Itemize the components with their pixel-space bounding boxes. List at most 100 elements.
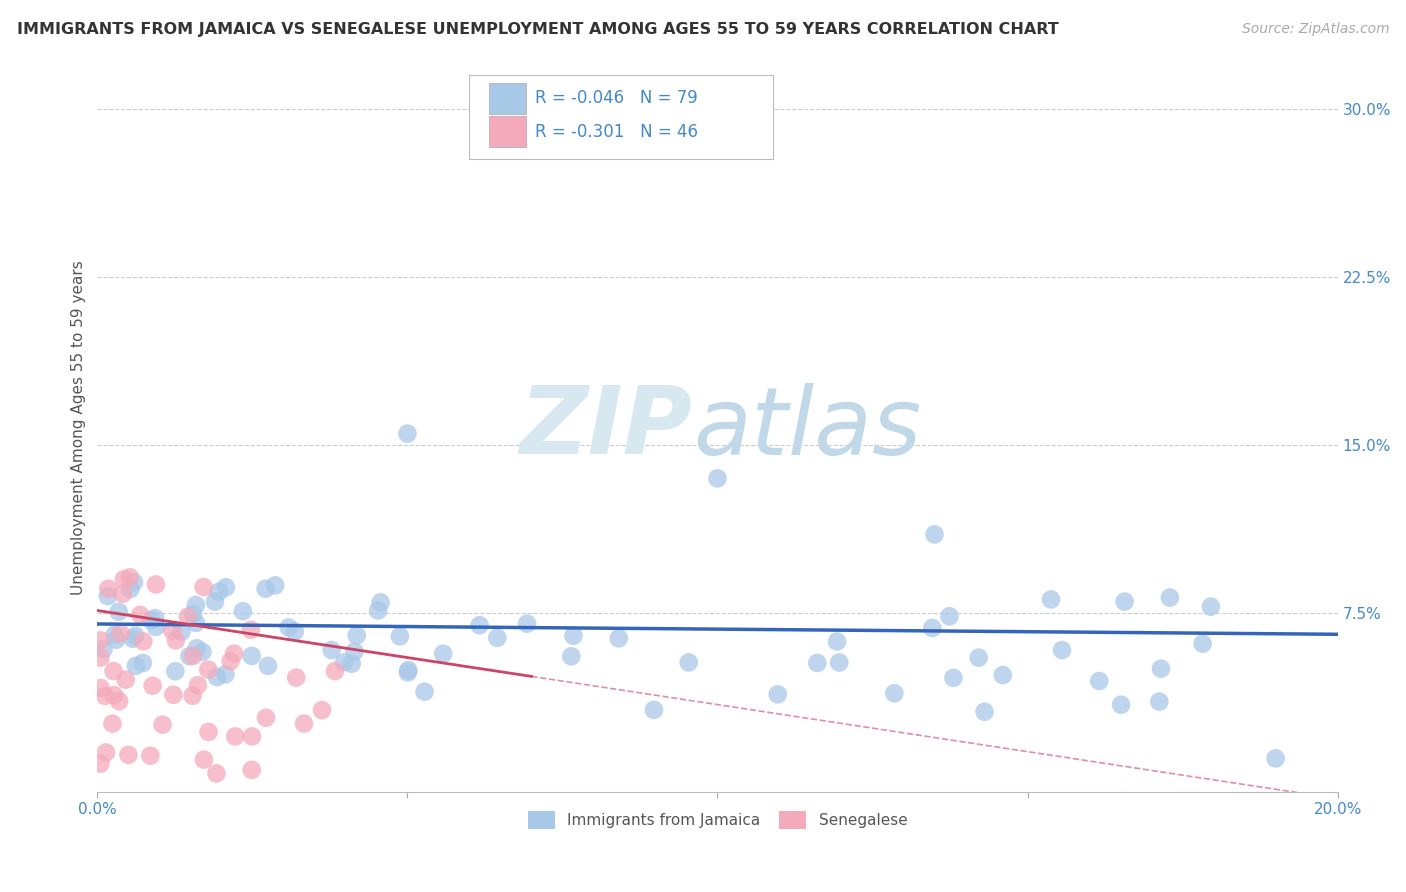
Point — [97, 582, 120, 596]
Point — [111, 587, 134, 601]
Point — [367, 603, 389, 617]
Point — [103, 688, 125, 702]
Point — [240, 648, 263, 663]
Point — [97, 589, 120, 603]
Point — [292, 716, 315, 731]
Point — [396, 665, 419, 680]
Point — [179, 649, 201, 664]
Point — [219, 654, 242, 668]
Point — [184, 615, 207, 630]
Point — [333, 655, 356, 669]
Point — [257, 658, 280, 673]
Point — [311, 703, 333, 717]
Point — [883, 686, 905, 700]
Point — [938, 609, 960, 624]
Point — [117, 747, 139, 762]
Point — [284, 624, 307, 639]
Point — [90, 681, 112, 695]
Point — [264, 578, 287, 592]
Point — [825, 634, 848, 648]
Point — [101, 716, 124, 731]
Point — [145, 577, 167, 591]
Point — [139, 748, 162, 763]
Text: atlas: atlas — [693, 383, 921, 474]
Point — [204, 594, 226, 608]
Point — [806, 656, 828, 670]
Point — [132, 634, 155, 648]
Point — [1088, 673, 1111, 688]
Point — [1159, 591, 1181, 605]
Point — [973, 705, 995, 719]
Point — [181, 607, 204, 622]
Point — [181, 689, 204, 703]
Point — [205, 766, 228, 780]
Point — [232, 604, 254, 618]
Point — [152, 717, 174, 731]
Point — [184, 598, 207, 612]
Point — [205, 670, 228, 684]
Point — [165, 665, 187, 679]
Point — [121, 632, 143, 646]
Point — [177, 609, 200, 624]
Point — [125, 659, 148, 673]
Point — [170, 624, 193, 639]
Point — [193, 580, 215, 594]
FancyBboxPatch shape — [489, 83, 526, 113]
Point — [141, 613, 163, 627]
Point — [828, 656, 851, 670]
FancyBboxPatch shape — [489, 117, 526, 147]
Point — [1040, 592, 1063, 607]
Point — [921, 621, 943, 635]
Point — [942, 671, 965, 685]
Text: Source: ZipAtlas.com: Source: ZipAtlas.com — [1241, 22, 1389, 37]
Point — [197, 663, 219, 677]
Point — [1150, 662, 1173, 676]
Point — [143, 611, 166, 625]
Legend: Immigrants from Jamaica, Senegalese: Immigrants from Jamaica, Senegalese — [522, 805, 914, 835]
Point — [103, 664, 125, 678]
Point — [346, 628, 368, 642]
Point — [94, 689, 117, 703]
Point — [1109, 698, 1132, 712]
Point — [240, 730, 263, 744]
Point — [323, 664, 346, 678]
Point — [94, 746, 117, 760]
Text: ZIP: ZIP — [520, 382, 693, 474]
Point — [104, 628, 127, 642]
Point — [108, 694, 131, 708]
Point — [1191, 637, 1213, 651]
Point — [370, 595, 392, 609]
Point — [193, 753, 215, 767]
Point — [114, 673, 136, 687]
Point — [432, 647, 454, 661]
Point — [396, 426, 419, 441]
Point — [1264, 751, 1286, 765]
Point — [162, 688, 184, 702]
Point — [413, 684, 436, 698]
Point — [239, 623, 262, 637]
Point — [89, 650, 111, 665]
Point — [486, 631, 509, 645]
Point — [107, 605, 129, 619]
Point — [118, 570, 141, 584]
Point — [991, 668, 1014, 682]
Text: IMMIGRANTS FROM JAMAICA VS SENEGALESE UNEMPLOYMENT AMONG AGES 55 TO 59 YEARS COR: IMMIGRANTS FROM JAMAICA VS SENEGALESE UN… — [17, 22, 1059, 37]
Point — [240, 763, 263, 777]
Point — [321, 643, 343, 657]
Point — [89, 633, 111, 648]
Text: R = -0.046   N = 79: R = -0.046 N = 79 — [536, 89, 697, 107]
Point — [1199, 599, 1222, 614]
Point — [124, 629, 146, 643]
Point — [766, 687, 789, 701]
Point — [560, 649, 582, 664]
Point — [145, 620, 167, 634]
Point — [388, 629, 411, 643]
Point — [105, 632, 128, 647]
Point — [924, 527, 946, 541]
FancyBboxPatch shape — [470, 75, 773, 159]
Point — [343, 644, 366, 658]
Point — [222, 647, 245, 661]
Point — [214, 667, 236, 681]
Point — [468, 618, 491, 632]
Point — [208, 584, 231, 599]
